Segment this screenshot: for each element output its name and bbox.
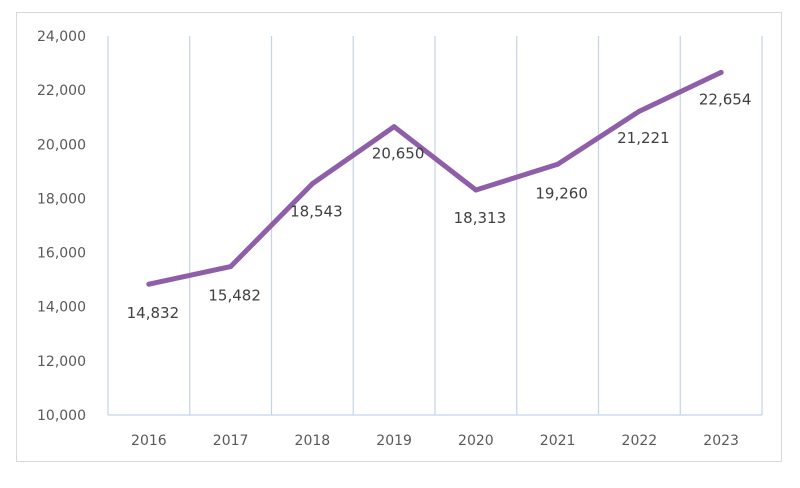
data-label: 15,482	[208, 287, 261, 305]
x-tick-label: 2023	[703, 433, 739, 449]
data-point	[228, 264, 234, 270]
data-label: 19,260	[535, 184, 588, 202]
data-label: 18,313	[454, 209, 507, 227]
data-label: 18,543	[290, 203, 343, 221]
y-tick-label: 24,000	[37, 29, 86, 45]
x-tick-label: 2018	[295, 433, 331, 449]
y-tick-label: 18,000	[37, 191, 86, 207]
data-point	[555, 161, 561, 167]
data-label: 21,221	[617, 129, 670, 147]
data-label: 14,832	[127, 304, 180, 322]
y-tick-label: 14,000	[37, 300, 86, 316]
data-point	[718, 69, 724, 75]
data-point	[636, 108, 642, 114]
series-line	[146, 69, 724, 287]
x-tick-label: 2021	[540, 433, 576, 449]
x-tick-label: 2017	[213, 433, 249, 449]
y-tick-label: 20,000	[37, 137, 86, 153]
x-tick-label: 2019	[376, 433, 412, 449]
data-point	[391, 124, 397, 130]
data-point	[309, 181, 315, 187]
x-tick-label: 2020	[458, 433, 494, 449]
data-label: 22,654	[699, 90, 752, 108]
y-tick-label: 16,000	[37, 246, 86, 262]
y-tick-label: 22,000	[37, 83, 86, 99]
data-point	[146, 281, 152, 287]
chart-area	[16, 12, 782, 462]
data-point	[473, 187, 479, 193]
x-tick-label: 2022	[622, 433, 658, 449]
y-tick-label: 12,000	[37, 354, 86, 370]
x-tick-label: 2016	[131, 433, 167, 449]
data-label: 20,650	[372, 145, 425, 163]
y-tick-label: 10,000	[37, 408, 86, 424]
